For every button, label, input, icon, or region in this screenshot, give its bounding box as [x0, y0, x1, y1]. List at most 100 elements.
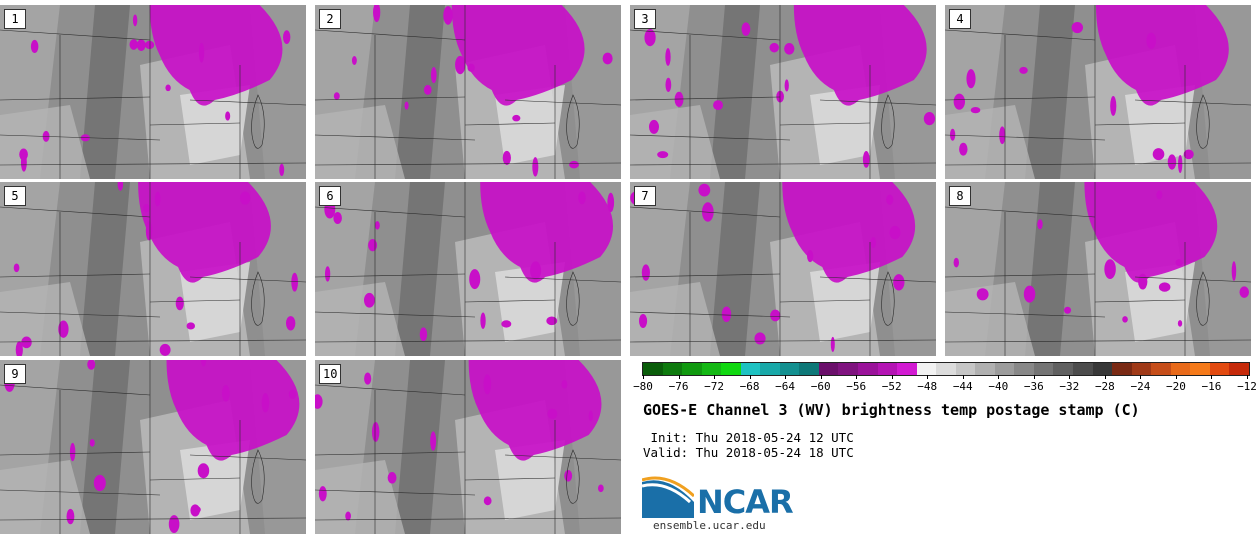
colorbar-swatch — [721, 363, 741, 375]
state-boundary — [630, 273, 781, 278]
state-boundary — [0, 29, 151, 41]
cold-cloud-region — [1095, 5, 1229, 106]
state-boundary — [0, 517, 306, 521]
cold-cloud-speck — [168, 515, 180, 534]
cold-cloud-speck — [221, 385, 230, 402]
cold-cloud-speck — [807, 250, 814, 263]
cold-cloud-speck — [467, 63, 475, 72]
cold-cloud-speck — [1239, 286, 1249, 298]
cold-cloud-speck — [324, 266, 331, 282]
cold-cloud-speck — [648, 119, 659, 134]
colorbar-swatch — [1209, 363, 1230, 375]
member-panel-6[interactable]: 6 — [315, 182, 621, 356]
vapor-band — [810, 85, 880, 165]
state-boundary — [945, 339, 1251, 343]
cold-cloud-speck — [404, 101, 409, 110]
member-panel-1[interactable]: 1 — [0, 5, 306, 179]
cold-cloud-speck — [20, 153, 27, 172]
colorbar-swatch — [643, 363, 663, 375]
colorbar-tick-label: −16 — [1201, 380, 1222, 393]
colorbar-tick-mark — [749, 375, 751, 379]
member-panel-7[interactable]: 7 — [630, 182, 936, 356]
cold-cloud-speck — [483, 374, 492, 395]
colorbar-tick-mark — [643, 375, 644, 379]
member-panel-5[interactable]: 5 — [0, 182, 306, 356]
colorbar-swatch — [936, 363, 956, 375]
cold-cloud-speck — [1167, 154, 1177, 170]
colorbar-tick-label: −68 — [739, 380, 760, 393]
state-boundary — [315, 96, 466, 101]
colorbar-tick-label: −40 — [988, 380, 1009, 393]
cold-cloud-speck — [754, 332, 766, 345]
cold-cloud-region — [166, 360, 300, 461]
cold-cloud-speck — [721, 306, 732, 322]
cold-cloud-speck — [638, 313, 648, 329]
member-panel-9[interactable]: 9 — [0, 360, 306, 534]
cold-cloud-speck — [1231, 261, 1237, 281]
state-boundary — [0, 273, 151, 278]
state-boundary — [1134, 99, 1251, 106]
cold-cloud-speck — [970, 106, 981, 114]
cold-cloud-speck — [225, 111, 231, 121]
state-boundary — [315, 311, 476, 318]
cold-cloud-speck — [959, 142, 968, 156]
cold-cloud-speck — [175, 296, 184, 311]
member-panel-10[interactable]: 10 — [315, 360, 621, 534]
cold-cloud-speck — [1019, 66, 1028, 74]
cold-cloud-speck — [333, 212, 342, 225]
colorbar-swatch — [994, 363, 1015, 375]
vapor-band — [180, 440, 250, 520]
cold-cloud-speck — [1178, 154, 1183, 174]
state-boundary — [315, 273, 466, 278]
cold-cloud-speck — [368, 239, 378, 252]
cold-cloud-speck — [561, 379, 568, 389]
cold-cloud-speck — [285, 316, 296, 331]
cold-cloud-speck — [15, 341, 23, 356]
lake-outline — [566, 94, 580, 149]
state-boundary — [945, 206, 1096, 218]
member-panel-3[interactable]: 3 — [630, 5, 936, 179]
colorbar-tick-mark — [891, 375, 893, 379]
colorbar-swatch — [662, 363, 683, 375]
cold-cloud-speck — [144, 40, 155, 50]
cold-cloud-speck — [966, 69, 976, 89]
state-boundary — [819, 99, 936, 106]
state-boundary — [504, 454, 621, 461]
site-url: ensemble.ucar.edu — [653, 519, 766, 532]
cold-cloud-region — [480, 182, 614, 283]
cold-cloud-speck — [364, 372, 372, 385]
wv-map-10 — [315, 360, 621, 534]
cold-cloud-speck — [239, 191, 251, 205]
cold-cloud-speck — [261, 393, 270, 413]
cold-cloud-speck — [154, 191, 161, 207]
lake-outline — [881, 271, 895, 326]
cold-cloud-speck — [1037, 219, 1043, 230]
colorbar-tick-mark — [820, 375, 822, 379]
state-boundary — [315, 134, 476, 141]
colorbar-swatch — [1151, 363, 1171, 375]
colorbar-ticks: −80 −76 −72 −68 −64 −60 −56 −52 −48 −44 −40 −36 −32 −… — [620, 380, 1260, 394]
panel-number: 8 — [949, 186, 971, 206]
cold-cloud-speck — [423, 84, 432, 95]
member-panel-4[interactable]: 4 — [945, 5, 1251, 179]
cold-cloud-speck — [291, 272, 299, 292]
colorbar-tick-mark — [927, 375, 929, 379]
cold-cloud-speck — [455, 55, 466, 75]
member-panel-8[interactable]: 8 — [945, 182, 1251, 356]
cold-cloud-speck — [430, 431, 437, 451]
cold-cloud-speck — [578, 191, 586, 205]
colorbar-tick-mark — [1033, 375, 1035, 379]
lake-outline — [251, 94, 265, 149]
member-panel-2[interactable]: 2 — [315, 5, 621, 179]
cold-cloud-speck — [893, 274, 905, 291]
vapor-band — [810, 262, 880, 342]
cold-cloud-region — [1084, 182, 1218, 283]
cold-cloud-speck — [159, 343, 171, 356]
colorbar-swatch — [955, 363, 976, 375]
ncar-wordmark: NCAR — [697, 483, 794, 521]
cold-cloud-speck — [165, 84, 171, 92]
state-boundary — [0, 134, 161, 141]
lake-outline — [251, 449, 265, 504]
vapor-band — [315, 105, 405, 179]
colorbar-swatch — [818, 363, 839, 375]
